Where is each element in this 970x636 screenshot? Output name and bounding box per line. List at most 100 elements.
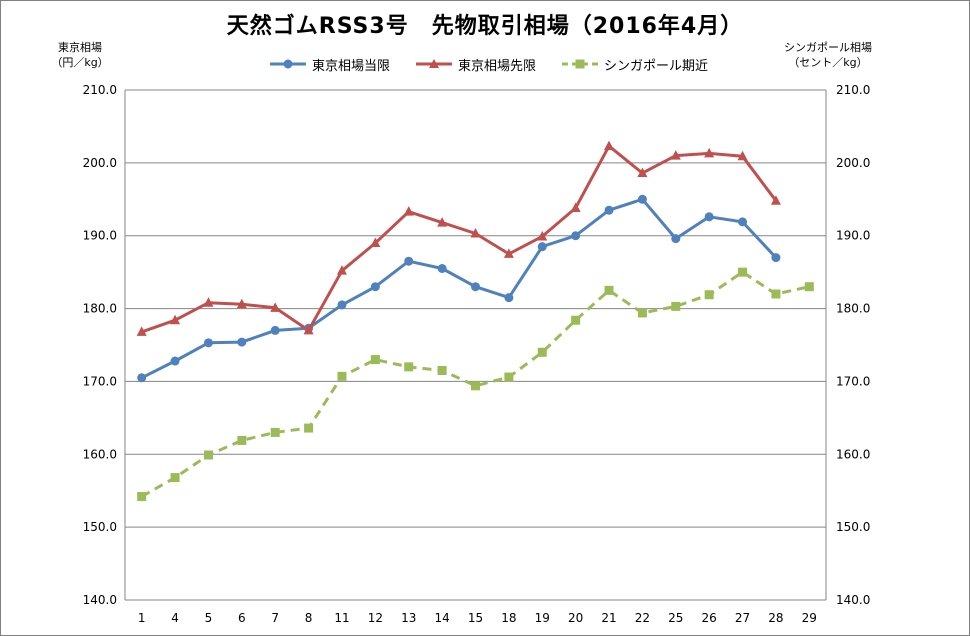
data-point xyxy=(370,237,381,247)
data-point xyxy=(304,423,314,433)
legend: 東京相場当限 東京相場先限 シンガポール期近 xyxy=(270,54,734,74)
x-tick-label: 4 xyxy=(171,611,179,625)
chart-title: 天然ゴムRSS3号 先物取引相場（2016年4月） xyxy=(226,14,744,39)
x-tick-label: 18 xyxy=(501,611,516,625)
data-point xyxy=(671,301,681,311)
right-y-tick-label: 170.0 xyxy=(836,374,870,388)
data-point xyxy=(437,264,447,273)
data-point xyxy=(404,256,414,266)
right-y-tick-label: 180.0 xyxy=(836,302,870,316)
data-point xyxy=(571,231,581,241)
data-point xyxy=(771,253,781,263)
data-point xyxy=(670,150,681,160)
data-point xyxy=(704,147,715,158)
data-point xyxy=(203,450,213,460)
data-point xyxy=(236,298,247,309)
data-point xyxy=(203,338,213,348)
data-point xyxy=(137,373,147,383)
data-point xyxy=(637,194,647,204)
data-point xyxy=(504,372,514,382)
data-point xyxy=(637,167,648,178)
data-point xyxy=(770,195,781,205)
data-point xyxy=(437,366,447,375)
series-line xyxy=(141,197,777,380)
data-point xyxy=(604,140,615,151)
data-point xyxy=(504,293,514,303)
x-tick-label: 29 xyxy=(802,611,817,625)
legend-marker-circle-icon xyxy=(270,59,306,69)
data-point xyxy=(403,206,414,216)
x-tick-label: 13 xyxy=(401,611,416,625)
right-y-tick-label: 190.0 xyxy=(836,229,870,243)
left-y-tick-label: 180.0 xyxy=(83,302,117,316)
data-point xyxy=(738,267,748,277)
data-point xyxy=(336,265,347,275)
left-y-tick-label: 140.0 xyxy=(83,593,117,607)
data-point xyxy=(503,248,514,258)
legend-label: シンガポール期近 xyxy=(604,58,709,74)
data-point xyxy=(771,289,781,299)
data-point xyxy=(170,356,180,366)
data-point xyxy=(537,230,548,241)
right-y-tick-label: 140.0 xyxy=(836,593,870,607)
data-point xyxy=(471,282,480,292)
legend-marker-triangle-icon xyxy=(416,59,453,68)
series-line xyxy=(140,270,810,498)
legend-label: 東京相場当限 xyxy=(312,58,391,74)
x-tick-label: 12 xyxy=(368,611,383,625)
data-point xyxy=(237,435,247,445)
legend-marker-square-icon xyxy=(562,59,599,69)
x-tick-label: 26 xyxy=(702,611,717,625)
data-point xyxy=(203,297,214,307)
data-point xyxy=(270,325,280,335)
data-point xyxy=(804,282,814,292)
data-point xyxy=(570,202,581,213)
right-y-tick-label: 160.0 xyxy=(836,447,870,461)
data-point xyxy=(337,300,347,310)
x-tick-label: 14 xyxy=(434,611,449,625)
x-tick-label: 11 xyxy=(334,611,349,625)
data-point xyxy=(370,282,380,292)
data-point xyxy=(137,492,147,502)
x-tick-label: 7 xyxy=(271,611,279,625)
legend-item-tokyo-future: 東京相場先限 xyxy=(416,55,536,74)
left-y-tick-label: 160.0 xyxy=(83,447,117,461)
data-point xyxy=(704,290,714,300)
legend-label: 東京相場先限 xyxy=(458,58,537,74)
x-tick-label: 15 xyxy=(468,611,483,625)
x-tick-label: 21 xyxy=(601,611,616,625)
data-point xyxy=(537,347,547,357)
data-point xyxy=(270,302,281,312)
right-y-tick-label: 150.0 xyxy=(836,520,870,534)
data-point xyxy=(303,324,314,335)
data-point xyxy=(637,308,647,318)
x-tick-label: 27 xyxy=(735,611,750,625)
data-point xyxy=(537,242,547,252)
data-point xyxy=(237,337,247,347)
right-y-tick-label: 210.0 xyxy=(836,83,870,97)
data-point xyxy=(337,371,347,381)
left-y-tick-label: 190.0 xyxy=(83,229,117,243)
data-point xyxy=(170,473,180,483)
x-tick-label: 8 xyxy=(305,611,313,625)
data-point xyxy=(737,150,748,161)
data-point xyxy=(671,234,681,244)
right-y-tick-label: 200.0 xyxy=(836,156,870,170)
data-point xyxy=(270,427,280,437)
data-point xyxy=(604,205,614,215)
left-y-tick-label: 210.0 xyxy=(83,83,117,97)
x-tick-label: 1 xyxy=(138,611,146,625)
x-tick-label: 20 xyxy=(568,611,583,625)
data-point xyxy=(370,355,380,365)
x-tick-label: 25 xyxy=(668,611,683,625)
data-point xyxy=(738,217,748,227)
legend-item-tokyo-current: 東京相場当限 xyxy=(270,55,390,74)
data-point xyxy=(471,381,480,391)
x-tick-label: 19 xyxy=(535,611,550,625)
x-tick-label: 6 xyxy=(238,611,246,625)
left-axis-title: 東京相場 （円／kg） xyxy=(51,41,109,69)
data-point xyxy=(170,314,181,325)
data-point xyxy=(470,228,481,238)
x-tick-label: 22 xyxy=(635,611,650,625)
